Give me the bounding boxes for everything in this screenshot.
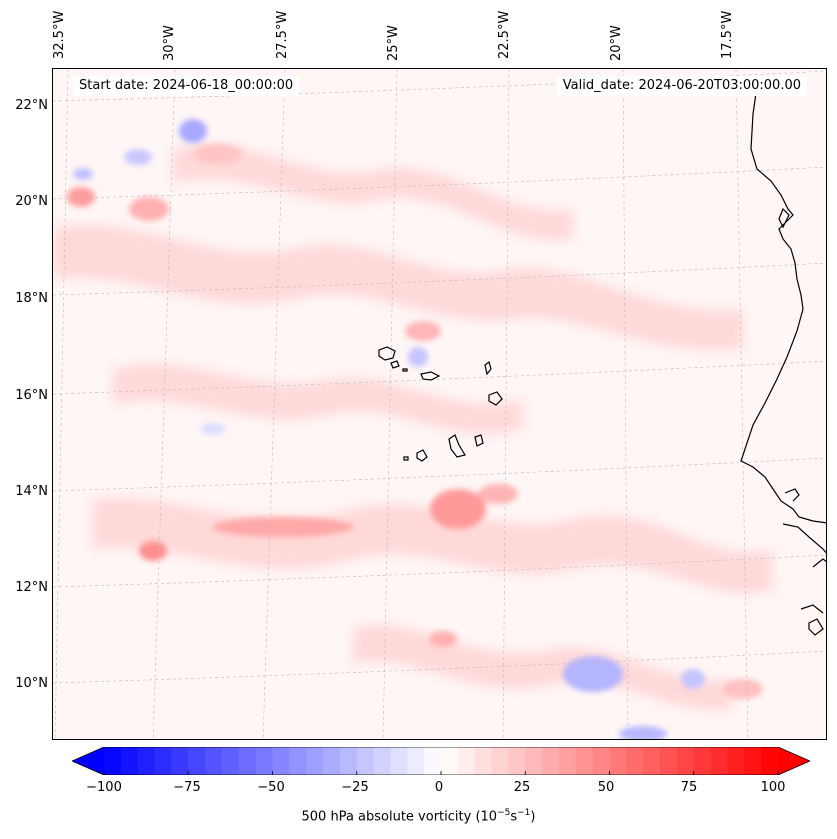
colorbar-tick-label: 0	[434, 780, 444, 795]
lon-label-17-5w: 17.5°W	[720, 10, 735, 59]
lat-label-16n: 16°N	[15, 388, 48, 403]
lat-label-18n: 18°N	[15, 291, 48, 306]
colorbar-tick-label: 75	[680, 780, 698, 795]
lat-label-20n: 20°N	[15, 194, 48, 209]
colorbar-label: 500 hPa absolute vorticity (10−5s−1)	[301, 808, 536, 825]
colorbar-segment	[154, 747, 172, 775]
colorbar-tick-label: 50	[597, 780, 615, 795]
colorbar-segment	[626, 747, 644, 775]
colorbar-segment	[693, 747, 712, 775]
colorbar-segment	[339, 747, 358, 775]
colorbar-segment	[474, 747, 493, 775]
lat-label-14n: 14°N	[15, 484, 48, 499]
colorbar-segment	[104, 747, 122, 775]
lon-label-22-5w: 22.5°W	[497, 10, 512, 59]
colorbar-segment	[306, 747, 324, 775]
valid-date-label: Valid_date: 2024-06-20T03:00:00.00	[556, 76, 807, 96]
colorbar-segment	[660, 747, 678, 775]
colorbar-tick-label: −75	[173, 780, 201, 795]
colorbar-segment	[289, 747, 307, 775]
colorbar-segment	[525, 747, 543, 775]
colorbar-tick-label: 100	[760, 780, 786, 795]
colorbar-segment	[407, 747, 425, 775]
colorbar-segment	[441, 747, 459, 775]
colorbar-segment	[255, 747, 273, 775]
lon-label-20w: 20°W	[609, 25, 624, 61]
colorbar-segment	[542, 747, 560, 775]
guinea-bissau-coastline	[782, 523, 826, 636]
colorbar-tick-label: 25	[513, 780, 531, 795]
cape-verde-islands	[378, 346, 503, 462]
lon-label-25w: 25°W	[386, 25, 401, 61]
colorbar-segment	[323, 747, 341, 775]
colorbar-segment	[356, 747, 375, 775]
colorbar-segment	[575, 747, 594, 775]
vorticity-field-map	[53, 69, 826, 739]
colorbar-segment	[373, 747, 391, 775]
lat-label-12n: 12°N	[15, 580, 48, 595]
colorbar-segment	[188, 747, 206, 775]
vorticity-negative-patches	[73, 119, 705, 739]
vorticity-positive-bands	[53, 144, 773, 711]
colorbar-segment	[761, 747, 779, 775]
colorbar-extend-max	[778, 747, 810, 775]
colorbar-segment	[508, 747, 526, 775]
colorbar-segment	[205, 747, 223, 775]
colorbar-segment	[424, 747, 442, 775]
cape-verde-peninsula	[778, 207, 790, 229]
map-panel	[52, 68, 827, 740]
colorbar-segment	[558, 747, 577, 775]
colorbar-segment	[609, 747, 627, 775]
colorbar-segment	[221, 747, 240, 775]
colorbar-segment	[457, 747, 476, 775]
colorbar-segment	[137, 747, 156, 775]
lat-label-22n: 22°N	[15, 98, 48, 113]
map-gridlines	[53, 69, 826, 739]
gambia-coastline	[784, 488, 800, 502]
colorbar-extend-min	[72, 747, 104, 775]
colorbar-segment	[238, 747, 257, 775]
colorbar-tick-label: −25	[341, 780, 369, 795]
lat-label-10n: 10°N	[15, 676, 48, 691]
colorbar-segment	[171, 747, 189, 775]
colorbar-segment	[710, 747, 728, 775]
colorbar-segment	[727, 747, 745, 775]
colorbar-segment	[272, 747, 290, 775]
lon-label-30w: 30°W	[162, 25, 177, 61]
colorbar-segment	[676, 747, 695, 775]
colorbar-segment	[592, 747, 610, 775]
colorbar-segment	[744, 747, 762, 775]
colorbar-tick-label: −100	[86, 780, 122, 795]
colorbar-segment	[643, 747, 661, 775]
lon-label-27-5w: 27.5°W	[275, 10, 290, 59]
vorticity-positive-maxima	[67, 144, 763, 699]
start-date-label: Start date: 2024-06-18_00:00:00	[73, 76, 300, 96]
colorbar-tick-label: −50	[257, 780, 285, 795]
africa-coastline	[740, 78, 826, 524]
vorticity-colorbar	[72, 747, 810, 775]
lon-label-32-5w: 32.5°W	[52, 10, 67, 59]
colorbar-segment	[120, 747, 139, 775]
colorbar-segment	[390, 747, 408, 775]
colorbar-segment	[491, 747, 509, 775]
